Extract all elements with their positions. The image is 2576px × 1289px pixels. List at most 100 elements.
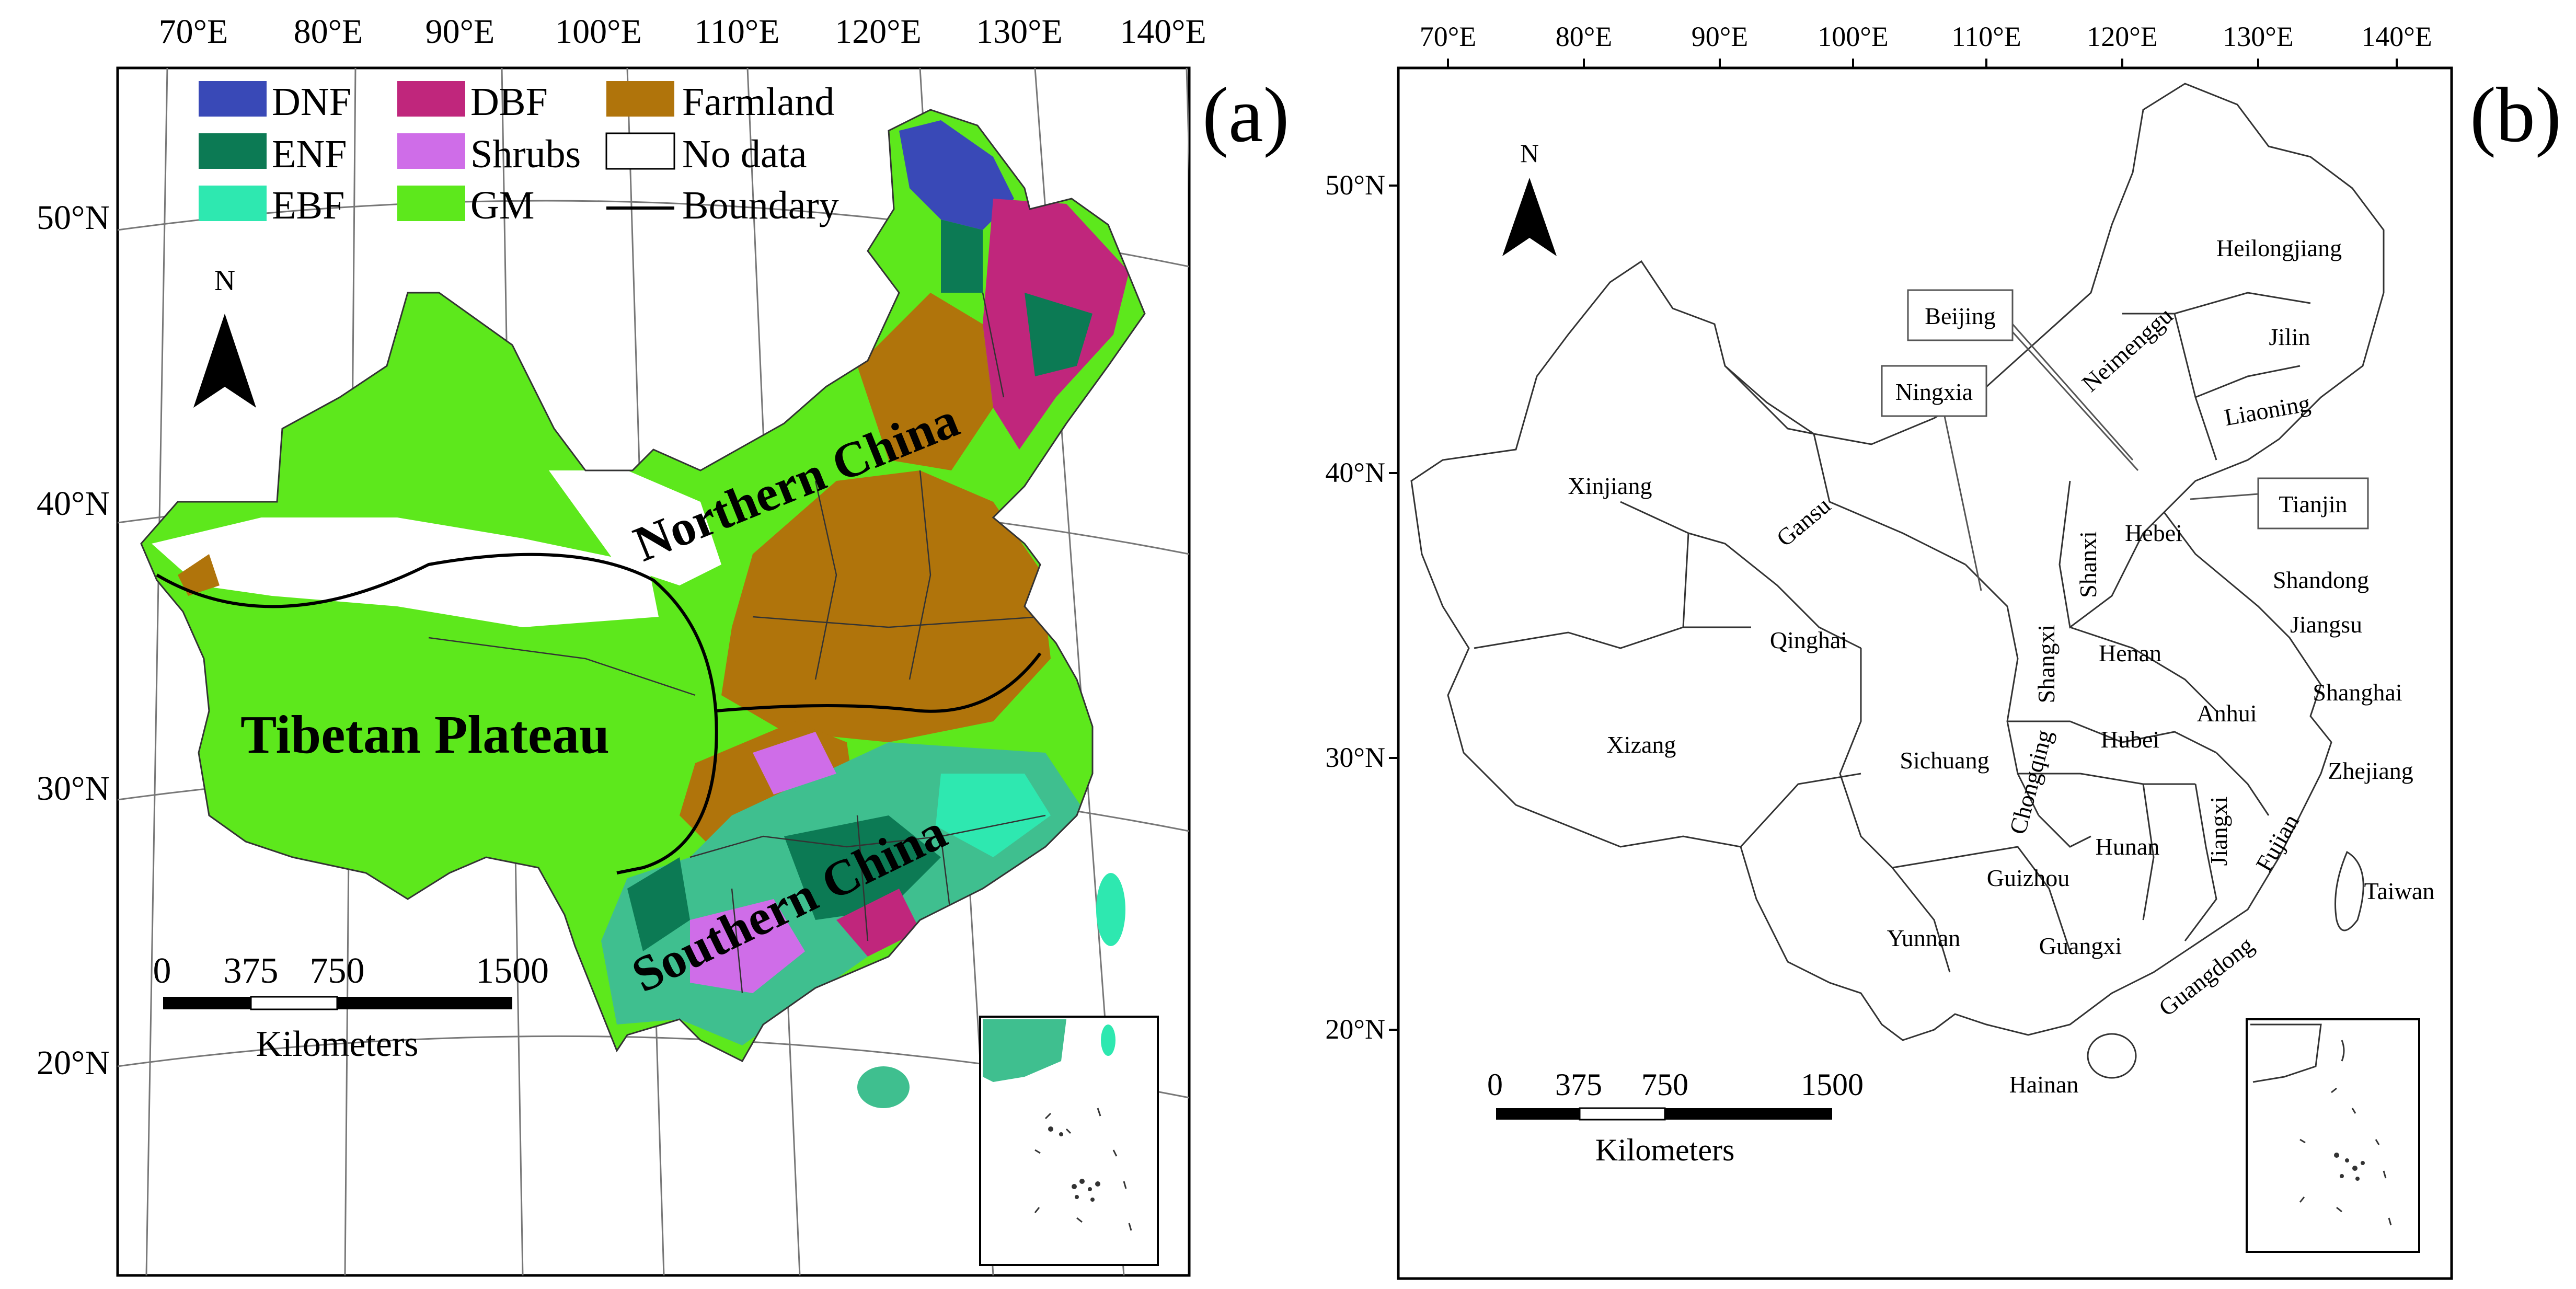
lat-label: 20°N bbox=[1325, 1014, 1385, 1045]
lon-label: 100°E bbox=[555, 13, 642, 51]
legend-swatch-gm bbox=[397, 186, 465, 221]
lat-label: 40°N bbox=[1325, 457, 1385, 488]
scale-tick-label: 0 bbox=[1487, 1067, 1503, 1102]
province-label: Jiangxi bbox=[2205, 797, 2232, 866]
province-label: Anhui bbox=[2197, 700, 2257, 727]
ningxia-label: Ningxia bbox=[1895, 378, 1973, 405]
panel-b-north-arrow: N bbox=[1502, 139, 1557, 256]
boxed-labels: Beijing Ningxia Tianjin bbox=[1881, 289, 2369, 591]
panel-b: 70°E 80°E 90°E 100°E 110°E 120°E 130°E 1… bbox=[1325, 21, 2561, 1280]
lat-label: 20°N bbox=[37, 1044, 110, 1082]
lon-label: 120°E bbox=[835, 13, 922, 51]
lon-label: 130°E bbox=[976, 13, 1063, 51]
lon-label: 130°E bbox=[2223, 21, 2294, 52]
province-label: Sichuang bbox=[1900, 747, 1989, 774]
province-map bbox=[1410, 83, 2385, 1079]
lon-label: 120°E bbox=[2087, 21, 2158, 52]
legend-label-no-data: No data bbox=[682, 132, 807, 176]
lat-label: 50°N bbox=[1325, 169, 1385, 201]
province-label: Shandong bbox=[2273, 567, 2369, 593]
north-arrow-letter: N bbox=[1520, 139, 1539, 168]
scale-tick-label: 0 bbox=[153, 951, 171, 991]
legend-swatch-ebf bbox=[199, 186, 267, 221]
lat-label: 40°N bbox=[37, 485, 110, 523]
legend-swatch-dnf bbox=[199, 81, 267, 117]
north-arrow-icon bbox=[1502, 178, 1557, 256]
china-outline bbox=[1410, 83, 2385, 1041]
panel-a-inset bbox=[979, 1016, 1159, 1266]
legend-swatch-shrubs bbox=[397, 133, 465, 169]
china-outline bbox=[140, 109, 1146, 1062]
panel-b-scale-bar: 0 375 750 1500 Kilometers bbox=[1487, 1067, 1864, 1167]
legend-label-farmland: Farmland bbox=[682, 80, 834, 124]
lon-label: 140°E bbox=[1120, 13, 1206, 51]
scale-tick-label: 1500 bbox=[476, 951, 549, 991]
legend-label-dnf: DNF bbox=[272, 80, 351, 124]
lon-label: 70°E bbox=[1420, 21, 1477, 52]
province-label: Jiangsu bbox=[2290, 611, 2362, 638]
legend-label-enf: ENF bbox=[272, 132, 347, 176]
lon-label: 90°E bbox=[1692, 21, 1749, 52]
lat-label: 50°N bbox=[37, 199, 110, 237]
lon-label: 140°E bbox=[2361, 21, 2432, 52]
province-label: Hainan bbox=[2009, 1071, 2079, 1098]
panel-a-lat-labels: 50°N 40°N 30°N 20°N bbox=[37, 199, 110, 1082]
scale-unit: Kilometers bbox=[256, 1024, 418, 1064]
province-label: Heilongjiang bbox=[2216, 235, 2342, 261]
scale-unit: Kilometers bbox=[1595, 1133, 1735, 1167]
legend-swatch-enf bbox=[199, 133, 267, 169]
region-boundary bbox=[156, 553, 1042, 874]
panel-b-inset bbox=[2246, 1018, 2420, 1253]
panel-b-lat-labels: 50°N 40°N 30°N 20°N bbox=[1325, 169, 1385, 1045]
lon-label: 80°E bbox=[1556, 21, 1613, 52]
province-label: Jilin bbox=[2269, 324, 2310, 350]
lat-label: 30°N bbox=[1325, 742, 1385, 773]
province-label: Hebei bbox=[2125, 520, 2182, 546]
panel-b-lon-labels: 70°E 80°E 90°E 100°E 110°E 120°E 130°E 1… bbox=[1420, 21, 2432, 52]
panel-a: Tibetan Plateau Northern China Southern … bbox=[37, 13, 1289, 1277]
scale-tick-label: 375 bbox=[224, 951, 279, 991]
scale-tick-label: 1500 bbox=[1801, 1067, 1864, 1102]
tibetan-plateau-label: Tibetan Plateau bbox=[240, 705, 610, 765]
province-label: Guizhou bbox=[1987, 865, 2069, 891]
north-arrow-icon bbox=[193, 314, 256, 408]
legend-label-gm: GM bbox=[470, 183, 534, 227]
legend-swatch-farmland bbox=[606, 81, 674, 117]
province-label: Xizang bbox=[1607, 731, 1676, 758]
scale-tick-label: 375 bbox=[1555, 1067, 1602, 1102]
panel-a-lon-labels: 70°E 80°E 90°E 100°E 110°E 120°E 130°E 1… bbox=[159, 13, 1206, 51]
legend-label-dbf: DBF bbox=[470, 80, 548, 124]
legend-swatch-no-data bbox=[605, 132, 675, 170]
lat-label: 30°N bbox=[37, 769, 110, 808]
lon-label: 110°E bbox=[1951, 21, 2021, 52]
province-label: Taiwan bbox=[2364, 878, 2435, 904]
scale-tick-label: 750 bbox=[1641, 1067, 1688, 1102]
legend: DNF ENF EBF DBF Shrubs GM Farmland No da… bbox=[199, 80, 839, 227]
legend-label-boundary: Boundary bbox=[682, 183, 839, 227]
province-label: Yunnan bbox=[1887, 925, 1961, 951]
legend-swatch-dbf bbox=[397, 81, 465, 117]
legend-label-ebf: EBF bbox=[272, 183, 344, 227]
province-label: Shangxi bbox=[2033, 625, 2060, 704]
province-label: Qinghai bbox=[1770, 627, 1847, 653]
province-label: Xinjiang bbox=[1568, 473, 1652, 499]
panel-b-label: (b) bbox=[2470, 72, 2561, 158]
scale-tick-label: 750 bbox=[310, 951, 365, 991]
province-label: Guangxi bbox=[2039, 933, 2122, 959]
lon-label: 80°E bbox=[294, 13, 363, 51]
province-label: Shanghai bbox=[2313, 679, 2402, 706]
province-label: Zhejiang bbox=[2328, 757, 2413, 784]
legend-label-shrubs: Shrubs bbox=[470, 132, 581, 176]
panel-a-north-arrow: N bbox=[193, 264, 256, 408]
panel-b-ticks bbox=[1389, 59, 2398, 1031]
beijing-label: Beijing bbox=[1925, 303, 1995, 329]
lon-label: 90°E bbox=[426, 13, 495, 51]
province-label: Hunan bbox=[2096, 833, 2160, 860]
province-label: Henan bbox=[2099, 640, 2161, 666]
province-label: Shanxi bbox=[2075, 531, 2101, 598]
panel-a-label: (a) bbox=[1202, 72, 1289, 158]
lon-label: 100°E bbox=[1818, 21, 1889, 52]
panel-a-scale-bar: 0 375 750 1500 Kilometers bbox=[153, 951, 549, 1064]
north-arrow-letter: N bbox=[214, 264, 235, 297]
